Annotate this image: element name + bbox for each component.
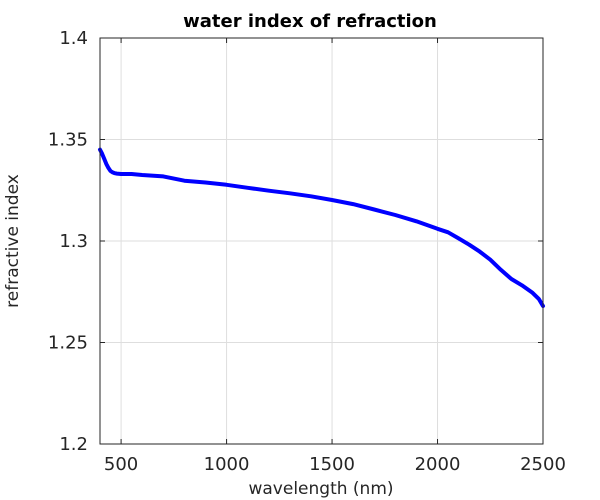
x-tick-label: 2500 — [520, 454, 566, 475]
y-tick-label: 1.2 — [59, 434, 88, 455]
x-tick-labels: 500 1000 1500 2000 2500 — [104, 454, 566, 475]
series-line — [98, 147, 545, 308]
y-tick-label: 1.25 — [48, 333, 88, 354]
axis-ticks — [100, 37, 544, 445]
x-tick-label: 1000 — [204, 454, 250, 475]
y-tick-labels: 1.2 1.25 1.3 1.35 1.4 — [48, 28, 88, 455]
x-tick-label: 1500 — [309, 454, 355, 475]
x-tick-label: 500 — [104, 454, 138, 475]
y-axis-label: refractive index — [3, 174, 23, 308]
chart-title: water index of refraction — [183, 11, 437, 32]
y-tick-label: 1.4 — [59, 28, 88, 49]
series-layer — [98, 147, 545, 308]
x-tick-label: 2000 — [415, 454, 461, 475]
x-axis-label: wavelength (nm) — [248, 479, 393, 499]
y-tick-label: 1.35 — [48, 130, 88, 151]
y-tick-label: 1.3 — [59, 231, 88, 252]
grid-lines — [100, 37, 544, 445]
